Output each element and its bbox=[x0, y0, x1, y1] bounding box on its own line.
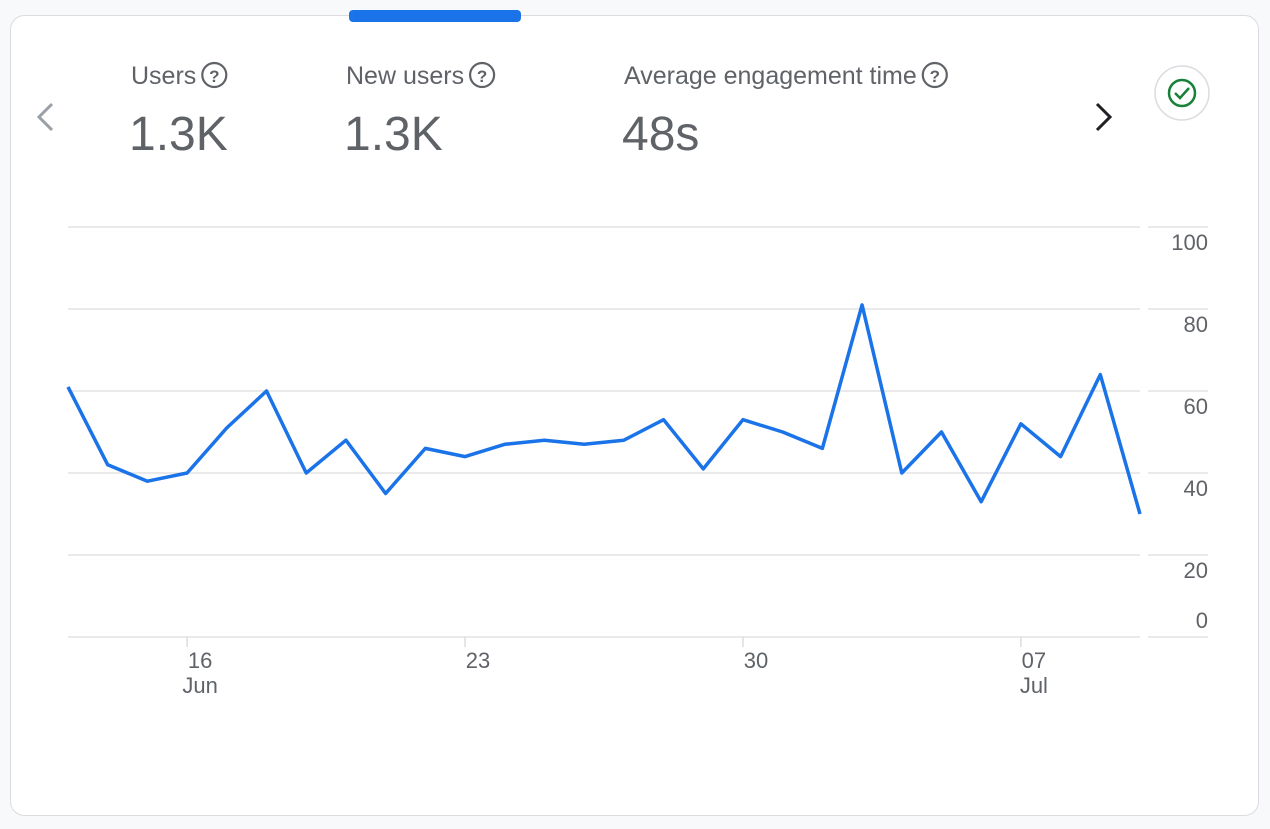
metric-tab[interactable]: New users ? 1.3K bbox=[344, 61, 496, 161]
y-tick-label: 40 bbox=[1184, 476, 1208, 501]
selected-tab-indicator bbox=[349, 10, 521, 22]
metric-tabs: Users ? 1.3K New users ? 1.3K Average engageme… bbox=[129, 61, 948, 161]
metric-label: Users bbox=[131, 62, 196, 90]
y-tick-label: 0 bbox=[1196, 608, 1208, 633]
metric-value: 48s bbox=[622, 108, 699, 161]
x-tick-label: 30 bbox=[744, 648, 768, 673]
x-tick-label: 23 bbox=[466, 648, 490, 673]
check-ring bbox=[1167, 78, 1197, 108]
metric-label: Average engagement time bbox=[624, 62, 917, 90]
help-icon bbox=[921, 61, 948, 89]
x-tick-label: 16 Jun bbox=[182, 648, 217, 698]
metric-tab[interactable]: Average engagement time ? 48s bbox=[622, 61, 948, 161]
data-line bbox=[66, 303, 1142, 515]
status-check[interactable] bbox=[1154, 65, 1210, 121]
y-tick-label: 60 bbox=[1184, 394, 1208, 419]
prev-arrow[interactable] bbox=[36, 102, 54, 132]
check-circle bbox=[1154, 65, 1210, 121]
help-icon-glyph: ? bbox=[209, 67, 219, 86]
metric-value: 1.3K bbox=[129, 108, 228, 161]
check-mark bbox=[1174, 87, 1190, 100]
y-tick-label: 20 bbox=[1184, 558, 1208, 583]
help-icon bbox=[468, 61, 496, 89]
x-tick-label: 07 Jul bbox=[1020, 648, 1048, 698]
y-tick-label: 80 bbox=[1184, 312, 1208, 337]
help-icon-glyph: ? bbox=[930, 67, 940, 86]
y-tick-label: 100 bbox=[1171, 230, 1208, 255]
chart: 0 20 40 60 80 100 16 Jun 23 30 07 Jul bbox=[66, 226, 1208, 698]
metric-label: New users bbox=[346, 62, 464, 90]
next-arrow[interactable] bbox=[1095, 102, 1113, 132]
help-icon bbox=[201, 61, 228, 89]
card bbox=[10, 15, 1259, 816]
help-icon-glyph: ? bbox=[477, 67, 487, 86]
metric-tab[interactable]: Users ? 1.3K bbox=[129, 61, 228, 161]
metric-value: 1.3K bbox=[344, 108, 443, 161]
